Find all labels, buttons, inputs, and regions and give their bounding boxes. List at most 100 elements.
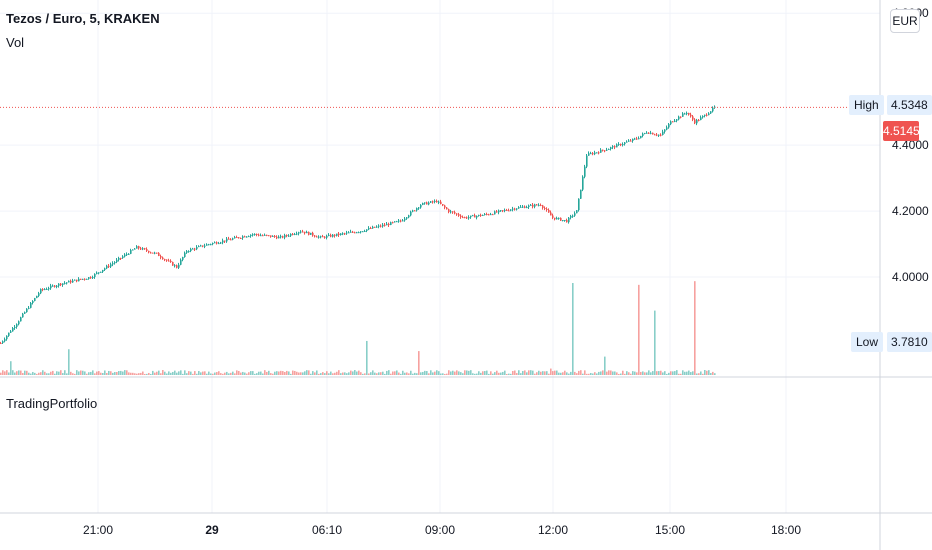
candle-body <box>594 152 596 155</box>
volume-bar <box>494 372 496 375</box>
volume-bar <box>368 373 370 375</box>
candle-body <box>424 202 426 204</box>
candle-body <box>648 132 650 134</box>
volume-bar <box>578 370 580 375</box>
volume-bar <box>332 373 334 375</box>
volume-bar <box>632 371 634 375</box>
candle-body <box>170 260 172 263</box>
volume-bar <box>498 372 500 375</box>
candle-body <box>242 236 244 239</box>
volume-bar <box>672 371 674 375</box>
candle-body <box>438 201 440 203</box>
volume-bar <box>576 373 578 375</box>
volume-bar <box>638 284 640 375</box>
candle-body <box>262 235 264 237</box>
candle-body <box>484 213 486 216</box>
candle-body <box>406 217 408 219</box>
candle-body <box>436 200 438 203</box>
candle-body <box>412 210 414 212</box>
volume-bar <box>492 373 494 375</box>
candle-body <box>496 211 498 213</box>
candle-body <box>398 220 400 222</box>
volume-bar <box>466 370 468 375</box>
volume-bar <box>30 373 32 375</box>
volume-bar <box>366 340 368 375</box>
volume-indicator-label[interactable]: Vol <box>6 35 25 50</box>
volume-bar <box>120 370 122 375</box>
candle-body <box>160 256 162 258</box>
volume-bar <box>456 370 458 375</box>
candle-body <box>376 226 378 228</box>
candle-body <box>192 248 194 250</box>
candle-body <box>408 215 410 218</box>
volume-bar <box>712 371 714 375</box>
volume-bar <box>458 371 460 375</box>
candle-body <box>386 223 388 226</box>
volume-bar <box>184 370 186 375</box>
candle-body <box>138 246 140 249</box>
volume-bar <box>436 370 438 375</box>
volume-bar <box>478 371 480 375</box>
volume-bar <box>464 370 466 375</box>
candle-body <box>354 232 356 234</box>
volume-bar <box>708 370 710 375</box>
volume-bar <box>534 373 536 375</box>
candle-body <box>508 210 510 212</box>
candle-body <box>18 321 20 325</box>
candle-body <box>372 226 374 229</box>
candle-body <box>644 133 646 135</box>
candle-body <box>628 140 630 142</box>
candle-body <box>324 236 326 238</box>
volume-bar <box>610 370 612 375</box>
candle-body <box>346 232 348 234</box>
candle-body <box>216 242 218 244</box>
candle-body <box>274 235 276 237</box>
candle-body <box>520 206 522 208</box>
candle-body <box>474 215 476 218</box>
volume-bar <box>684 371 686 375</box>
candle-body <box>444 205 446 208</box>
volume-bar <box>386 370 388 375</box>
candle-body <box>148 250 150 253</box>
volume-bar <box>14 372 16 375</box>
volume-bar <box>230 372 232 375</box>
candle-body <box>532 204 534 207</box>
volume-bar <box>618 373 620 375</box>
volume-bar <box>86 373 88 375</box>
volume-bar <box>136 373 138 375</box>
volume-bar <box>526 372 528 375</box>
currency-button[interactable]: EUR <box>890 9 920 33</box>
candle-body <box>72 280 74 283</box>
candle-body <box>510 209 512 211</box>
candle-body <box>618 143 620 145</box>
time-tick-label: 09:00 <box>425 523 455 537</box>
volume-bar <box>72 373 74 375</box>
volume-bar <box>152 370 154 375</box>
candle-body <box>384 224 386 226</box>
time-tick-label: 06:10 <box>312 523 342 537</box>
candle-body <box>404 218 406 221</box>
candle-body <box>486 213 488 215</box>
volume-bar <box>308 370 310 375</box>
volume-bar <box>144 373 146 375</box>
candle-body <box>642 133 644 136</box>
candle-body <box>502 210 504 212</box>
candle-body <box>570 215 572 218</box>
candle-body <box>550 212 552 216</box>
candle-body <box>360 231 362 233</box>
candle-body <box>560 217 562 221</box>
volume-bar <box>52 370 54 375</box>
candle-body <box>186 251 188 253</box>
candle-body <box>100 271 102 273</box>
candle-body <box>574 213 576 216</box>
candle-body <box>652 132 654 135</box>
volume-bar <box>276 371 278 375</box>
volume-bar <box>582 373 584 375</box>
volume-bar <box>88 372 90 375</box>
volume-bar <box>106 373 108 375</box>
trading-portfolio-label[interactable]: TradingPortfolio <box>6 396 98 411</box>
candle-body <box>514 208 516 210</box>
candle-body <box>268 235 270 237</box>
volume-bar <box>280 370 282 375</box>
